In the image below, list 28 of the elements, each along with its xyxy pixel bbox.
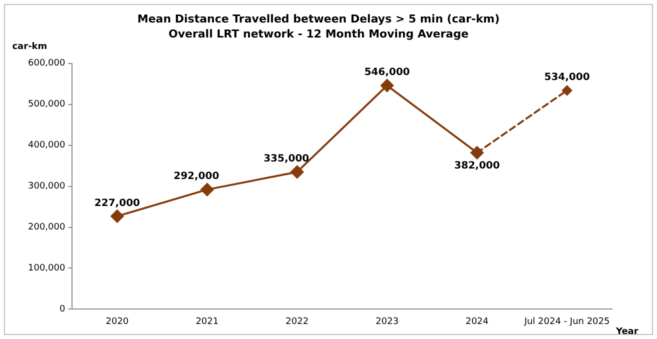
chart-subtitle: Overall LRT network - 12 Month Moving Average: [168, 28, 469, 41]
x-tick-label: 2024: [466, 316, 489, 327]
data-label: 292,000: [174, 171, 220, 182]
y-tick-label: 500,000: [28, 100, 66, 110]
point: [380, 79, 394, 92]
y-tick-label: 300,000: [28, 182, 66, 192]
x-tick-label: Jul 2024 - Jun 2025: [523, 316, 610, 327]
y-tick-label: 400,000: [28, 140, 66, 151]
y-tick-label: 0: [59, 304, 66, 315]
y-axis-title: car-km: [12, 42, 48, 52]
point: [110, 210, 124, 223]
x-tick-label: 2022: [286, 316, 309, 327]
data-label: 335,000: [264, 154, 310, 165]
point: [290, 165, 304, 178]
x-tick-label: 2021: [196, 316, 219, 327]
data-label: 546,000: [364, 67, 410, 78]
data-label: 382,000: [454, 160, 500, 172]
y-tick-label: 100,000: [28, 264, 66, 274]
y-tick-label: 600,000: [28, 58, 66, 69]
point: [562, 85, 572, 96]
x-tick-label: 2023: [376, 316, 399, 327]
y-tick-label: 200,000: [28, 222, 66, 233]
data-label: 534,000: [544, 72, 590, 84]
point: [200, 183, 214, 196]
x-axis-title: Year: [615, 327, 639, 338]
data-label: 227,000: [94, 198, 140, 209]
chart-title: Mean Distance Travelled between Delays > 5 min (car-km): [137, 12, 500, 26]
x-tick-label: 2020: [106, 316, 129, 327]
